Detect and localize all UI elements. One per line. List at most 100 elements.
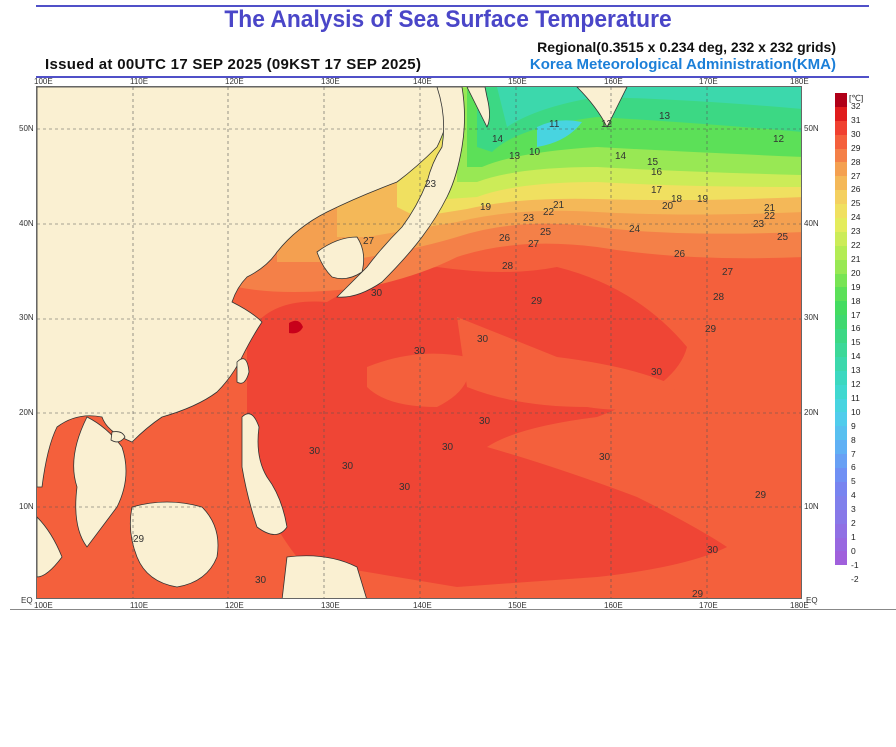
colorbar-tick: 12 (851, 379, 861, 389)
lat-tick: 20N (804, 408, 819, 417)
colorbar-tick: 30 (851, 128, 861, 139)
lon-tick: 110E (130, 601, 149, 610)
colorbar-tick: 21 (851, 253, 861, 264)
colorbar-swatch (835, 356, 847, 371)
colorbar-swatch (835, 287, 847, 302)
colorbar-swatch (835, 162, 847, 177)
colorbar-tick: 9 (851, 420, 856, 431)
contour-label-13b: 13 (509, 151, 521, 162)
colorbar-swatch (835, 398, 847, 413)
contour-label-30: 30 (371, 288, 383, 299)
figure-frame (10, 0, 896, 610)
lon-tick: 160E (604, 601, 623, 610)
colorbar-swatch (835, 273, 847, 288)
title-rule-bottom (36, 76, 869, 78)
colorbar-swatch (835, 148, 847, 163)
contour-label-30f: 30 (442, 442, 454, 453)
contour-label-30h: 30 (309, 446, 321, 457)
contour-label-23c: 23 (425, 179, 437, 190)
colorbar-swatch (835, 329, 847, 344)
colorbar-tick: -2 (851, 573, 859, 584)
contour-label-12b: 12 (773, 134, 785, 145)
lat-tick: 30N (19, 313, 34, 322)
colorbar-swatch (835, 259, 847, 274)
colorbar-swatch (835, 106, 847, 121)
contour-label-22b: 22 (764, 211, 776, 222)
lon-tick: 120E (225, 601, 244, 610)
colorbar-swatch (835, 204, 847, 219)
colorbar-tick: 28 (851, 156, 861, 167)
sst-map: 11 12 13 12 14 10 13 14 15 16 17 18 20 1… (36, 86, 802, 599)
colorbar-swatch (835, 190, 847, 205)
colorbar-tick: 19 (851, 281, 861, 292)
contour-label-29b: 29 (705, 324, 717, 335)
lat-tick: 40N (19, 219, 34, 228)
colorbar-tick: 20 (851, 267, 861, 278)
lon-tick: 120E (225, 77, 244, 86)
colorbar-swatch (835, 468, 847, 482)
contour-label-28b: 28 (713, 292, 725, 303)
colorbar-tick: 11 (851, 392, 860, 403)
contour-label-24: 24 (629, 224, 641, 235)
colorbar-unit: [℃] (849, 93, 864, 103)
colorbar-tick: 29 (851, 142, 861, 153)
colorbar-tick: 8 (851, 434, 856, 445)
contour-label-27: 27 (528, 239, 540, 250)
colorbar-tick: 13 (851, 365, 861, 376)
lon-tick: 140E (413, 77, 432, 86)
colorbar-swatch (835, 315, 847, 330)
lon-tick: 150E (508, 77, 527, 86)
contour-label-27b: 27 (363, 236, 375, 247)
colorbar-swatch (835, 481, 847, 496)
contour-label-30b: 30 (414, 346, 426, 357)
contour-label-17: 17 (651, 185, 663, 196)
contour-label-25b: 25 (540, 227, 552, 238)
colorbar-tick: 1 (851, 531, 856, 542)
colorbar-swatch (835, 343, 847, 357)
lat-tick: 10N (804, 502, 819, 511)
lon-tick: 100E (34, 601, 53, 610)
contour-label-30e: 30 (479, 416, 491, 427)
issued-time: Issued at 00UTC 17 SEP 2025 (09KST 17 SE… (45, 56, 422, 73)
lon-tick: 130E (321, 601, 340, 610)
lon-tick: 150E (508, 601, 527, 610)
colorbar-tick: 5 (851, 476, 856, 487)
lon-tick: 160E (604, 77, 623, 86)
contour-label-16: 16 (651, 167, 663, 178)
contour-label-30i: 30 (342, 461, 354, 472)
colorbar-tick: 24 (851, 212, 861, 223)
contour-label-27c: 27 (722, 267, 734, 278)
contour-label-12: 12 (601, 119, 613, 130)
colorbar-swatch (835, 370, 847, 385)
lat-tick: EQ (21, 596, 33, 605)
colorbar-swatch (835, 454, 847, 469)
colorbar-swatch (835, 495, 847, 510)
contour-label-29e: 29 (692, 589, 704, 599)
contour-label-30l: 30 (255, 575, 267, 586)
colorbar-tick: 14 (851, 351, 861, 362)
colorbar-tick: 25 (851, 198, 861, 209)
contour-label-30k: 30 (707, 545, 719, 556)
colorbar-swatch (835, 426, 847, 441)
contour-label-23b: 23 (753, 219, 765, 230)
lat-tick: 50N (19, 124, 34, 133)
contour-label-30j: 30 (399, 482, 411, 493)
lon-tick: 100E (34, 77, 53, 86)
lat-tick: 40N (804, 219, 819, 228)
colorbar-swatch (835, 176, 847, 191)
lon-tick: 170E (699, 601, 718, 610)
contour-label-11: 11 (549, 119, 560, 130)
lat-tick: 30N (804, 313, 819, 322)
colorbar-tick: 16 (851, 323, 861, 334)
contour-label-26: 26 (499, 233, 511, 244)
lat-tick: EQ (806, 596, 818, 605)
colorbar-tick: 27 (851, 170, 861, 181)
title-rule-top (36, 5, 869, 7)
contour-label-20: 20 (662, 201, 674, 212)
lat-tick: 20N (19, 408, 34, 417)
colorbar-swatch (835, 120, 847, 135)
contour-label-26b: 26 (674, 249, 686, 260)
colorbar-tick: 7 (851, 448, 856, 459)
contour-label-28: 28 (502, 261, 514, 272)
contour-label-14b: 14 (615, 151, 627, 162)
